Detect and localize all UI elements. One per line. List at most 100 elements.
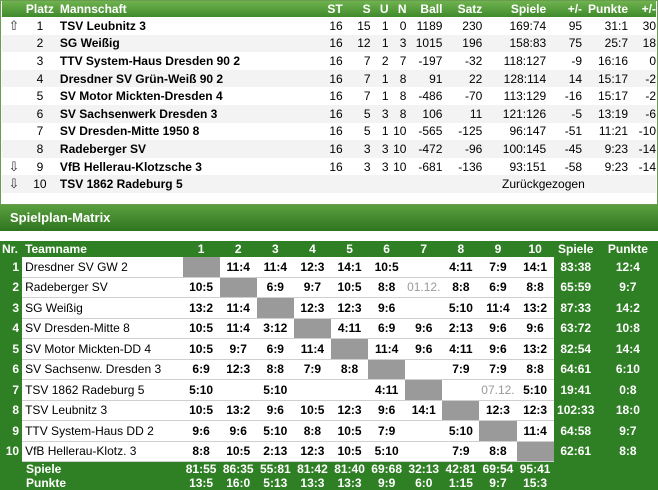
- matrix-result-cell[interactable]: 4:11: [368, 379, 406, 401]
- matrix-result-cell[interactable]: 11:4: [219, 257, 257, 278]
- matrix-result-cell[interactable]: 13:2: [516, 297, 554, 319]
- matrix-result-cell[interactable]: 10:5: [182, 338, 220, 360]
- matrix-result-cell[interactable]: 9:6: [405, 318, 443, 339]
- matrix-result-cell[interactable]: 14:1: [516, 257, 554, 278]
- matrix-result-cell[interactable]: 11:4: [516, 420, 554, 442]
- matrix-result-cell[interactable]: 9:6: [368, 400, 406, 421]
- matrix-result-cell[interactable]: 9:6: [256, 400, 294, 421]
- matrix-result-cell[interactable]: 6:9: [479, 277, 517, 298]
- matrix-result-cell[interactable]: 11:4: [219, 297, 257, 319]
- matrix-result-cell[interactable]: 10:5: [293, 400, 331, 421]
- standings-team-name[interactable]: Dresdner SV Grün-Weiß 90 2: [53, 69, 311, 88]
- header-satz[interactable]: Satz: [442, 1, 483, 17]
- matrix-result-cell[interactable]: 7:9: [442, 359, 480, 380]
- matrix-result-cell[interactable]: 10:5: [330, 441, 369, 462]
- matrix-result-cell[interactable]: 5:10: [368, 441, 406, 462]
- matrix-result-cell[interactable]: 10:5: [182, 400, 220, 421]
- standings-team-name[interactable]: SV Sachsenwerk Dresden 3: [53, 104, 311, 123]
- header-st[interactable]: ST: [310, 1, 343, 17]
- matrix-team-name[interactable]: SG Weißig: [22, 297, 183, 319]
- matrix-result-cell[interactable]: 9:6: [368, 297, 406, 319]
- matrix-team-name[interactable]: SV Dresden-Mitte 8: [22, 318, 183, 339]
- matrix-team-name[interactable]: TSV 1862 Radeburg 5: [22, 379, 183, 401]
- header-s[interactable]: S: [342, 1, 371, 17]
- matrix-result-cell[interactable]: 8:8: [368, 277, 406, 298]
- matrix-result-cell[interactable]: 8:8: [479, 441, 517, 462]
- matrix-result-cell[interactable]: 12:3: [219, 359, 257, 380]
- matrix-result-cell[interactable]: 7:9: [368, 420, 406, 442]
- matrix-result-cell[interactable]: 8:8: [516, 359, 554, 380]
- matrix-result-cell[interactable]: 12:3: [330, 400, 369, 421]
- standings-team-name[interactable]: TSV 1862 Radeburg 5: [53, 175, 311, 193]
- matrix-result-cell[interactable]: 13:2: [219, 400, 257, 421]
- matrix-result-cell[interactable]: 5:10: [256, 379, 294, 401]
- matrix-result-cell[interactable]: 12:3: [516, 400, 554, 421]
- matrix-result-cell[interactable]: 2:13: [256, 441, 294, 462]
- matrix-result-cell[interactable]: 6:9: [182, 359, 220, 380]
- matrix-result-cell[interactable]: 11:4: [368, 338, 406, 360]
- matrix-result-cell[interactable]: 7:9: [479, 257, 517, 278]
- matrix-result-cell[interactable]: 9:7: [219, 338, 257, 360]
- matrix-result-cell[interactable]: 9:6: [182, 420, 220, 442]
- matrix-result-cell[interactable]: 8:8: [182, 441, 220, 462]
- matrix-result-cell[interactable]: 10:5: [330, 420, 369, 442]
- matrix-result-cell[interactable]: 3:12: [256, 318, 294, 339]
- header-diff-punkte[interactable]: +/-: [628, 1, 656, 17]
- matrix-result-cell[interactable]: 8:8: [256, 359, 294, 380]
- matrix-result-cell[interactable]: 9:6: [219, 420, 257, 442]
- matrix-result-cell[interactable]: 7:9: [293, 359, 331, 380]
- matrix-result-cell[interactable]: 13:2: [516, 338, 554, 360]
- standings-team-name[interactable]: Radeberger SV: [53, 140, 311, 158]
- matrix-team-name[interactable]: SV Sachsenw. Dresden 3: [22, 359, 183, 380]
- matrix-result-cell[interactable]: 8:8: [330, 359, 369, 380]
- header-ball[interactable]: Ball: [406, 1, 443, 17]
- matrix-result-cell[interactable]: 8:8: [516, 277, 554, 298]
- header-diff-spiele[interactable]: +/-: [546, 1, 583, 17]
- matrix-result-cell[interactable]: 5:10: [256, 420, 294, 442]
- matrix-result-cell[interactable]: 14:1: [330, 257, 369, 278]
- standings-team-name[interactable]: SG Weißig: [53, 34, 311, 53]
- matrix-result-cell[interactable]: 10:5: [219, 441, 257, 462]
- matrix-result-cell[interactable]: 5:10: [442, 297, 480, 319]
- matrix-team-name[interactable]: Radeberger SV: [22, 277, 183, 298]
- matrix-result-cell[interactable]: 9:6: [405, 338, 443, 360]
- matrix-team-name[interactable]: TSV Leubnitz 3: [22, 400, 183, 421]
- matrix-result-cell[interactable]: 11:4: [219, 318, 257, 339]
- matrix-result-cell[interactable]: 9:6: [516, 318, 554, 339]
- matrix-result-cell[interactable]: 07.12.: [479, 379, 517, 401]
- matrix-result-cell[interactable]: 9:6: [479, 338, 517, 360]
- matrix-result-cell[interactable]: 13:2: [182, 297, 220, 319]
- matrix-result-cell[interactable]: 8:8: [442, 277, 480, 298]
- matrix-result-cell[interactable]: 10:5: [330, 277, 369, 298]
- header-platz[interactable]: Platz: [25, 1, 54, 17]
- matrix-team-name[interactable]: Dresdner SV GW 2: [22, 257, 183, 278]
- standings-team-name[interactable]: VfB Hellerau-Klotzsche 3: [53, 157, 311, 176]
- matrix-result-cell[interactable]: 12:3: [479, 400, 517, 421]
- matrix-result-cell[interactable]: 12:3: [293, 257, 331, 278]
- matrix-result-cell[interactable]: 5:10: [182, 379, 220, 401]
- matrix-result-cell[interactable]: 11:4: [293, 338, 331, 360]
- matrix-result-cell[interactable]: 10:5: [182, 277, 220, 298]
- standings-team-name[interactable]: TSV Leubnitz 3: [53, 17, 311, 35]
- matrix-result-cell[interactable]: 10:5: [368, 257, 406, 278]
- matrix-result-cell[interactable]: 6:9: [256, 338, 294, 360]
- matrix-result-cell[interactable]: 6:9: [368, 318, 406, 339]
- matrix-result-cell[interactable]: 12:3: [293, 297, 331, 319]
- matrix-result-cell[interactable]: 12:3: [330, 297, 369, 319]
- standings-team-name[interactable]: TTV System-Haus Dresden 90 2: [53, 52, 311, 70]
- matrix-result-cell[interactable]: 5:10: [516, 379, 554, 401]
- matrix-team-name[interactable]: SV Motor Mickten-DD 4: [22, 338, 183, 360]
- header-n[interactable]: N: [388, 1, 407, 17]
- matrix-result-cell[interactable]: 5:10: [442, 420, 480, 442]
- matrix-result-cell[interactable]: 4:11: [442, 257, 480, 278]
- matrix-result-cell[interactable]: 7:9: [442, 441, 480, 462]
- matrix-result-cell[interactable]: 9:7: [293, 277, 331, 298]
- matrix-result-cell[interactable]: 9:6: [479, 318, 517, 339]
- header-punkte[interactable]: Punkte: [582, 1, 628, 17]
- standings-team-name[interactable]: SV Motor Mickten-Dresden 4: [53, 87, 311, 105]
- matrix-result-cell[interactable]: 10:5: [182, 318, 220, 339]
- header-spiele[interactable]: Spiele: [482, 1, 547, 17]
- matrix-result-cell[interactable]: 11:4: [479, 297, 517, 319]
- matrix-team-name[interactable]: VfB Hellerau-Klotz. 3: [22, 441, 183, 462]
- matrix-result-cell[interactable]: 2:13: [442, 318, 480, 339]
